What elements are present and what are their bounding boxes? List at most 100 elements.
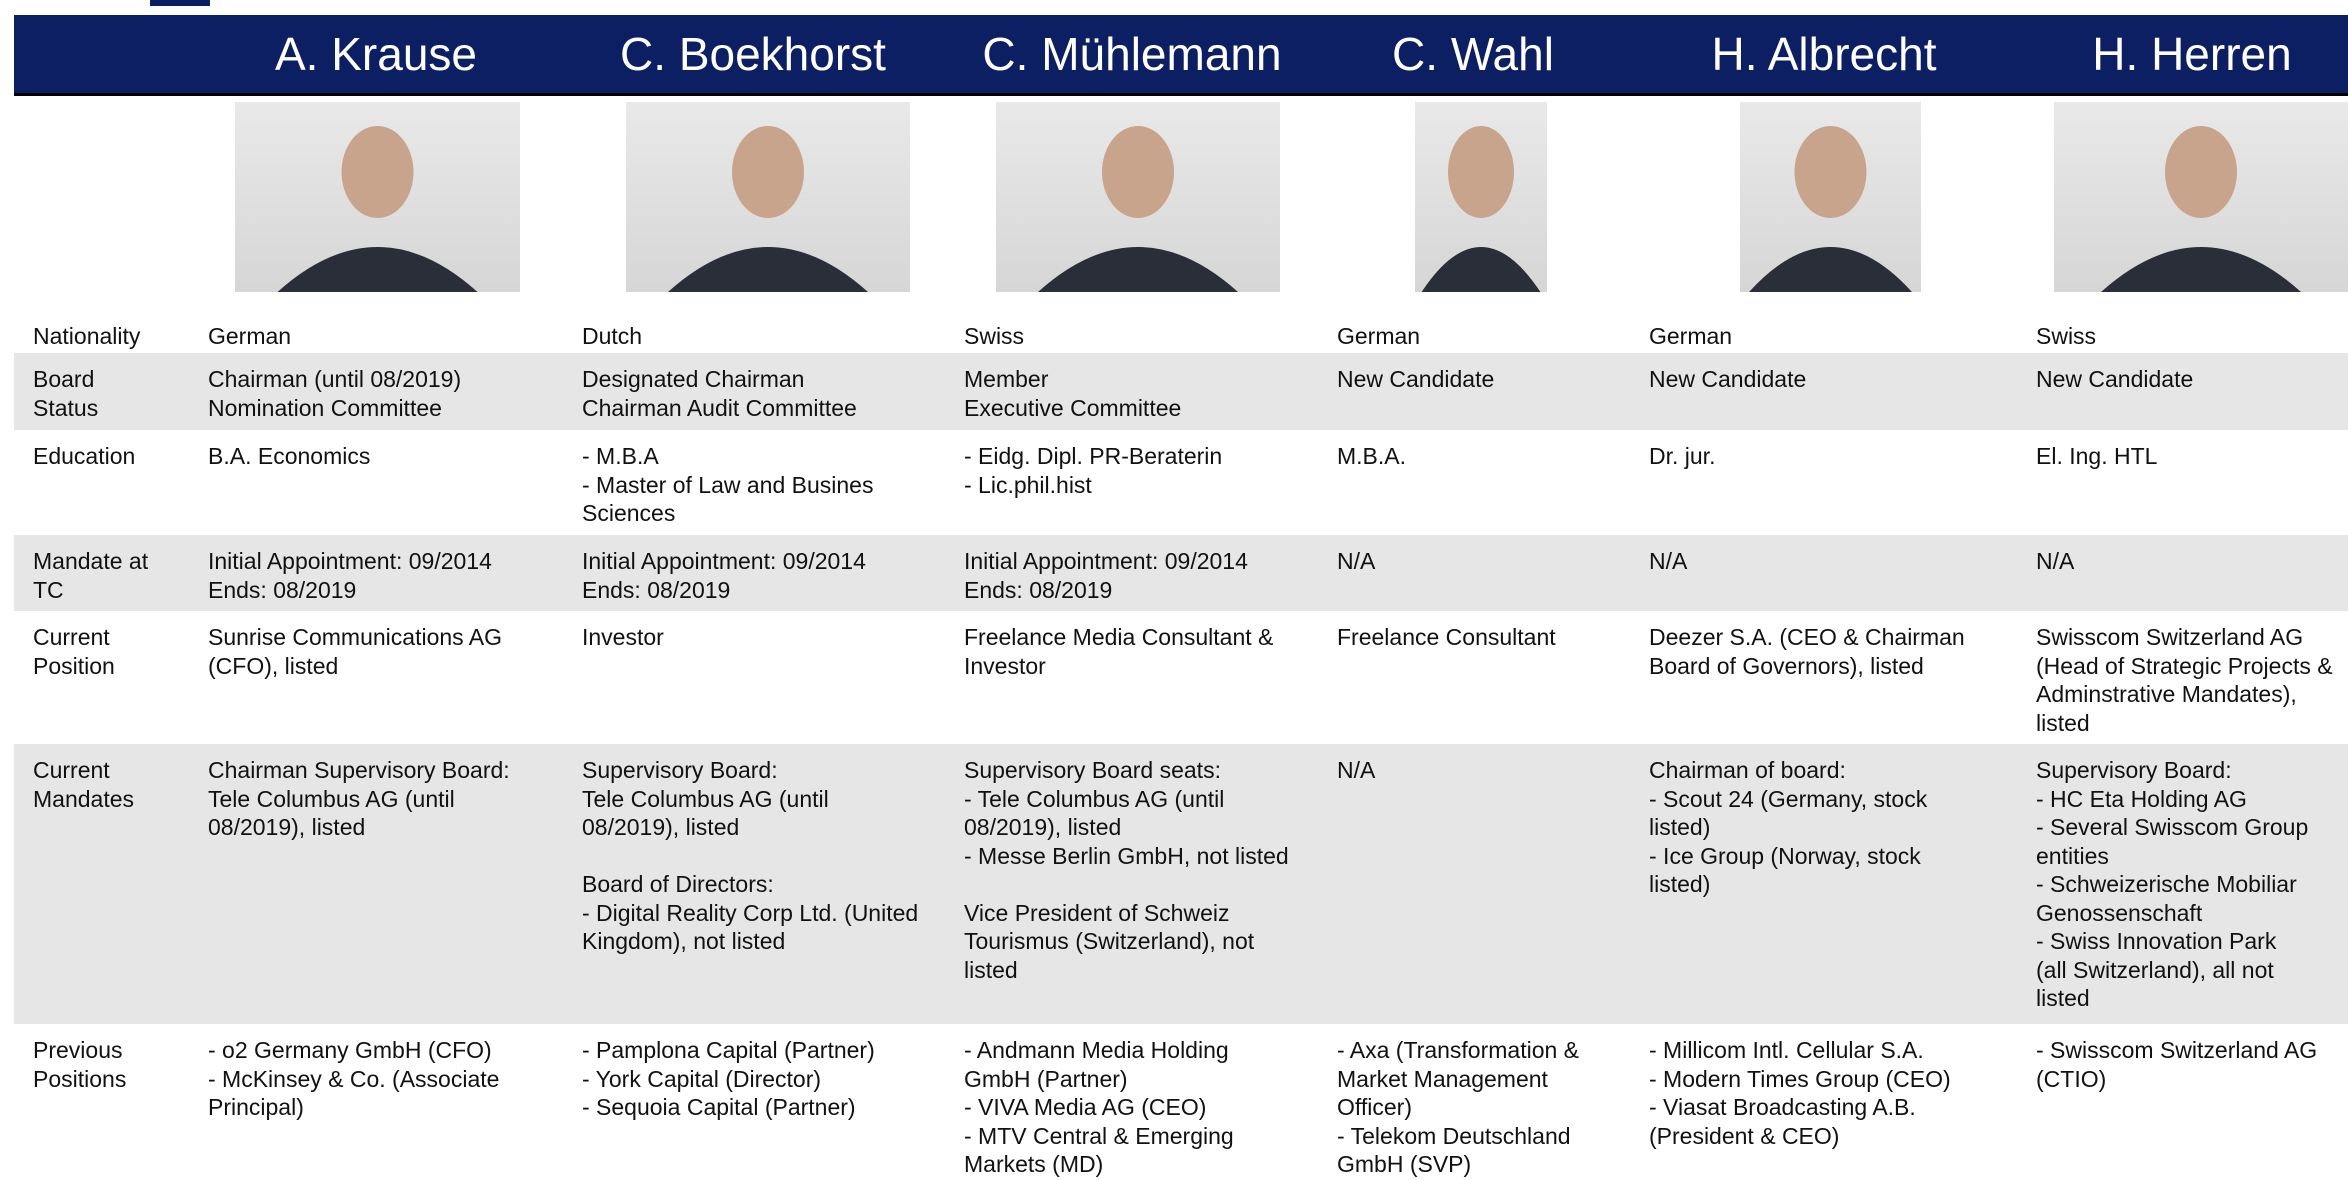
cell-text: - VIVA Media AG (CEO) xyxy=(964,1094,1207,1120)
cell-text: N/A xyxy=(1649,548,1688,574)
cell-text: - McKinsey & Co. (Associate xyxy=(208,1065,500,1092)
row-band xyxy=(14,353,2348,430)
cell-text: Board of Governors), listed xyxy=(1649,652,1924,679)
cell-text: Chairman (until 08/2019) xyxy=(208,366,462,392)
cell-text: Principal) xyxy=(208,1094,304,1120)
cell-text: Tele Columbus AG (until xyxy=(208,785,455,812)
cell-text: Dr. jur. xyxy=(1649,443,1716,469)
cell-text: N/A xyxy=(1337,548,1376,574)
cell-text: GmbH (SVP) xyxy=(1337,1151,1472,1177)
cell-text: - M.B.A xyxy=(582,443,659,469)
silhouette xyxy=(1749,126,1912,292)
row-label: Mandate at xyxy=(33,548,149,574)
cell-text: Nomination Committee xyxy=(208,394,442,421)
cell-text: - MTV Central & Emerging xyxy=(964,1122,1234,1149)
cell-text: - Messe Berlin GmbH, not listed xyxy=(964,842,1289,869)
cell-text: - Millicom Intl. Cellular S.A. xyxy=(1649,1037,1924,1063)
cell-text: Ends: 08/2019 xyxy=(964,576,1113,603)
row-label: Status xyxy=(33,394,99,421)
cell-text: Dutch xyxy=(582,323,643,349)
photo xyxy=(1740,102,1921,292)
cell-text: - Tele Columbus AG (until xyxy=(964,785,1225,812)
row-label: Education xyxy=(33,443,136,469)
cell-text: Board of Directors: xyxy=(582,871,774,897)
column-name: C. Wahl xyxy=(1392,28,1554,80)
cell-text: listed) xyxy=(1649,814,1711,840)
cell-text: N/A xyxy=(1337,757,1376,783)
cell-text: Supervisory Board seats: xyxy=(964,757,1221,783)
cell-text: Chairman Audit Committee xyxy=(582,394,857,421)
cell-text: - Swiss Innovation Park xyxy=(2036,928,2277,954)
cell-text: listed) xyxy=(1649,871,1711,897)
cell-text: Market Management xyxy=(1337,1065,1548,1092)
cell-text: - HC Eta Holding AG xyxy=(2036,785,2247,812)
row-label: Mandates xyxy=(33,785,135,812)
cell-text: German xyxy=(208,323,292,349)
cell-text: 08/2019), listed xyxy=(582,814,740,840)
decor xyxy=(150,0,210,6)
cell-text: Chairman of board: xyxy=(1649,757,1846,783)
cell-text: (CFO), listed xyxy=(208,652,339,679)
cell-text: Supervisory Board: xyxy=(2036,757,2232,783)
cell-text: - Lic.phil.hist xyxy=(964,471,1092,498)
row-label: Previous xyxy=(33,1037,123,1063)
cell-text: - Swisscom Switzerland AG xyxy=(2036,1037,2318,1063)
cell-text: Initial Appointment: 09/2014 xyxy=(582,548,866,574)
cell-text: German xyxy=(1649,323,1733,349)
cell-text: - York Capital (Director) xyxy=(582,1065,822,1092)
cell-text: Ends: 08/2019 xyxy=(208,576,357,603)
cell-text: M.B.A. xyxy=(1337,443,1407,469)
cell-text: Swiss xyxy=(964,323,1025,349)
row-label: TC xyxy=(33,576,64,603)
cell-text: Member xyxy=(964,366,1049,392)
column-name: A. Krause xyxy=(275,28,477,80)
cell-text: Sciences xyxy=(582,500,676,526)
cell-text: - Ice Group (Norway, stock xyxy=(1649,842,1921,869)
cell-text: German xyxy=(1337,323,1421,349)
cell-text: Kingdom), not listed xyxy=(582,928,786,954)
column-name: H. Herren xyxy=(2092,28,2292,80)
cell-text: - Axa (Transformation & xyxy=(1337,1037,1580,1063)
cell-text: Initial Appointment: 09/2014 xyxy=(208,548,492,574)
cell-text: listed xyxy=(2036,985,2090,1011)
cell-text: Deezer S.A. (CEO & Chairman xyxy=(1649,624,1965,650)
cell-text: - Telekom Deutschland xyxy=(1337,1122,1571,1149)
column-name: C. Boekhorst xyxy=(620,28,886,80)
photo xyxy=(996,102,1280,292)
cell-text: - Modern Times Group (CEO) xyxy=(1649,1065,1951,1092)
cell-text: Tele Columbus AG (until xyxy=(582,785,829,812)
cell-text: (CTIO) xyxy=(2036,1065,2107,1092)
cell-text: listed xyxy=(2036,709,2090,736)
cell-text: Ends: 08/2019 xyxy=(582,576,731,603)
cell-text: (all Switzerland), all not xyxy=(2036,956,2274,983)
cell-text: Freelance Media Consultant & xyxy=(964,624,1274,650)
photo xyxy=(1415,102,1547,292)
row-label: Current xyxy=(33,624,110,650)
column-name: C. Mühlemann xyxy=(982,28,1282,80)
cell-text: GmbH (Partner) xyxy=(964,1065,1128,1092)
header-bar xyxy=(14,15,2348,96)
cell-text: (President & CEO) xyxy=(1649,1122,1840,1149)
cell-text: entities xyxy=(2036,842,2109,869)
cell-text: Sunrise Communications AG xyxy=(208,624,503,650)
cell-text: Adminstrative Mandates), xyxy=(2036,681,2297,707)
cell-text: - Eidg. Dipl. PR-Beraterin xyxy=(964,443,1223,469)
cell-text: - Schweizerische Mobiliar xyxy=(2036,871,2297,897)
cell-text: - Viasat Broadcasting A.B. xyxy=(1649,1094,1916,1120)
cell-text: - Sequoia Capital (Partner) xyxy=(582,1094,856,1120)
cell-text: N/A xyxy=(2036,548,2075,574)
cell-text: - Digital Reality Corp Ltd. (United xyxy=(582,899,919,926)
cell-text: Markets (MD) xyxy=(964,1151,1104,1177)
cell-text: Investor xyxy=(582,624,664,650)
photo xyxy=(235,102,520,292)
cell-text: Officer) xyxy=(1337,1094,1412,1120)
cell-text: Investor xyxy=(964,652,1046,679)
cell-text: (Head of Strategic Projects & xyxy=(2036,652,2333,679)
cell-text: B.A. Economics xyxy=(208,443,371,469)
row-band xyxy=(14,535,2348,611)
silhouette xyxy=(277,126,478,292)
row-label: Position xyxy=(33,652,115,679)
column-name: H. Albrecht xyxy=(1711,28,1937,80)
cell-text: New Candidate xyxy=(2036,366,2194,392)
cell-text: Initial Appointment: 09/2014 xyxy=(964,548,1248,574)
